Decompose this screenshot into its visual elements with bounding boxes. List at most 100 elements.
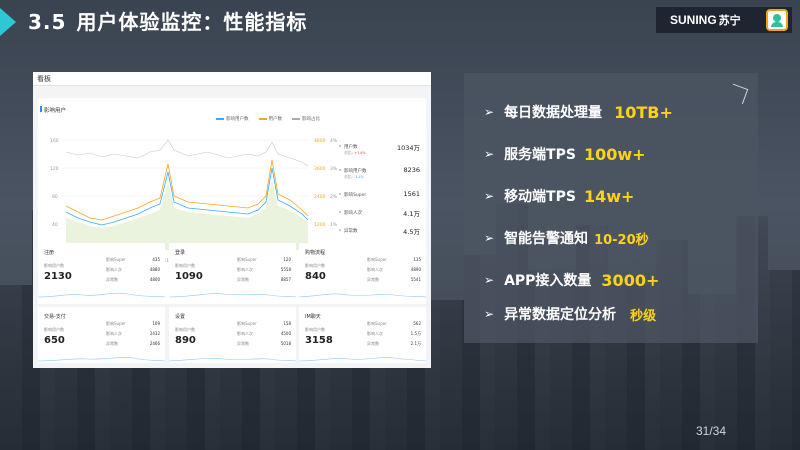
bullet-text: 异常数据定位分析: [504, 307, 617, 323]
stat-label: 影响人次: [339, 211, 362, 216]
stat-compare: 对比: -11%: [344, 174, 364, 180]
kv-key: 异常数: [237, 341, 249, 346]
card-title: 登录: [175, 250, 186, 256]
metrics-panel: [464, 73, 758, 343]
card-title: IM聊天: [305, 314, 321, 320]
card-big-label: 影响用户数: [44, 263, 64, 268]
y-tick-mid: 1200: [314, 222, 326, 228]
main-chart-stats: 用户数 1034万 对比: +14% 影响用户数 8236 对比: -11% 影…: [338, 142, 422, 244]
metric-bullet: ➢ 移动端TPS 14w+: [484, 184, 634, 208]
metric-card: IM聊天 影响用户数 3158 影响Super 562 影响人次 1.5万 异常数 2…: [299, 307, 426, 363]
brand-name-cn: 苏宁: [718, 15, 741, 27]
y-tick-left: 120: [50, 166, 59, 172]
card-title: 设置: [175, 314, 186, 320]
card-kv: 影响Super 158: [237, 321, 291, 327]
card-big-label: 影响用户数: [44, 327, 64, 332]
card-kv: 影响人次 1.5万: [367, 331, 421, 337]
bullet-text: 服务端TPS: [504, 147, 576, 163]
stat-value: 8236: [403, 166, 420, 174]
stat-row: 影响人次 4.1万: [338, 208, 422, 226]
y-tick-right: 3%: [330, 166, 338, 172]
kv-key: 影响人次: [367, 267, 383, 272]
kv-value: 135: [413, 257, 421, 262]
bullet-text: 智能告警通知: [504, 231, 589, 247]
y-tick-right: 1%: [330, 222, 338, 228]
y-tick-mid: 2400: [314, 194, 326, 200]
metric-card: 设置 影响用户数 890 影响Super 158 影响人次 4500 异常数 5018: [169, 307, 296, 363]
metric-bullet: ➢ 智能告警通知 10-20秒: [484, 226, 649, 250]
dashboard-screenshot: 看板 影响用户 影响用户数 用户数 影响占比 160 120 80 40 0 4…: [33, 72, 431, 368]
series-line-affected: [65, 167, 309, 226]
stat-label: 影响用户数: [339, 169, 367, 174]
kv-value: 4890: [410, 267, 421, 272]
legend-item: 影响占比: [292, 116, 320, 122]
kv-key: 影响Super: [106, 257, 126, 262]
card-title: 交易-支付: [44, 314, 66, 320]
page-number: 31/34: [696, 424, 727, 438]
stat-label: 异常数: [339, 229, 358, 234]
card-kv: 影响Super 109: [106, 321, 160, 327]
chart-legend: 影响用户数 用户数 影响占比: [216, 116, 320, 122]
stat-value: 1034万: [396, 144, 420, 152]
card-kv: 异常数 5541: [367, 277, 421, 283]
legend-item: 用户数: [259, 116, 283, 122]
card-big-label: 影响用户数: [305, 327, 325, 332]
kv-value: 158: [283, 321, 291, 326]
metric-bullet: ➢ 服务端TPS 100w+: [484, 142, 646, 166]
page-title: 3.5 用户体验监控：性能指标: [28, 8, 307, 36]
bullet-text: APP接入数量: [504, 273, 592, 289]
brand-badge: SUNING 苏宁: [656, 7, 792, 33]
kv-key: 影响Super: [237, 321, 257, 326]
card-kv: 影响Super 120: [237, 257, 291, 263]
kv-value: 4880: [149, 267, 160, 272]
header-triangle-icon: [0, 8, 16, 36]
stat-value: 4.5万: [403, 228, 420, 236]
bullet-highlight: 14w+: [583, 186, 635, 206]
kv-key: 异常数: [237, 277, 249, 282]
card-title: 购物流程: [305, 250, 326, 256]
kv-key: 影响Super: [367, 257, 387, 262]
y-tick-left: 160: [50, 138, 59, 144]
compare-label: 对比:: [344, 150, 353, 155]
series-line-ratio: [65, 139, 309, 167]
card-kv: 异常数 2.1万: [367, 341, 421, 347]
card-kv: 异常数 5018: [237, 341, 291, 347]
card-big-value: 840: [305, 271, 326, 282]
legend-item: 影响用户数: [216, 116, 249, 122]
card-kv: 影响Super 435: [106, 257, 160, 263]
title-text: 用户体验监控：性能指标: [76, 10, 308, 34]
compare-value: -11%: [354, 174, 364, 179]
y-tick-right: 2%: [330, 194, 338, 200]
card-big-value: 1090: [175, 271, 203, 282]
section-number: 3.5: [28, 10, 67, 34]
kv-key: 异常数: [367, 341, 379, 346]
kv-value: 4500: [280, 331, 291, 336]
bullet-highlight: 10TB+: [614, 102, 673, 122]
card-sparkline: [169, 293, 296, 298]
card-sparkline: [38, 292, 165, 298]
kv-key: 影响Super: [106, 321, 126, 326]
metric-card: 交易-支付 影响用户数 650 影响Super 109 影响人次 2432 异常数 2…: [38, 307, 165, 363]
kv-value: 5541: [410, 277, 421, 282]
bullet-highlight: 3000+: [601, 270, 660, 290]
card-big-value: 3158: [305, 335, 333, 346]
kv-value: 435: [152, 257, 160, 262]
card-kv: 异常数 8857: [237, 277, 291, 283]
y-tick-right: 4%: [330, 138, 338, 144]
metric-card: 登录 影响用户数 1090 影响Super 120 影响人次 5558 异常数 885…: [169, 243, 296, 299]
kv-value: 109: [152, 321, 160, 326]
brand-name-en: SUNING: [670, 13, 717, 27]
bullet-highlight: 100w+: [583, 144, 646, 164]
card-kv: 影响Super 135: [367, 257, 421, 263]
card-big-value: 890: [175, 335, 196, 346]
metric-bullet: ➢ 每日数据处理量 10TB+: [484, 100, 673, 124]
kv-key: 影响Super: [237, 257, 257, 262]
bullet-highlight: 10-20秒: [594, 232, 649, 248]
kv-value: 2.1万: [410, 341, 421, 346]
kv-key: 异常数: [106, 341, 118, 346]
y-tick-left: 40: [52, 222, 58, 228]
stat-value: 4.1万: [403, 210, 420, 218]
kv-key: 异常数: [106, 277, 118, 282]
arrow-bullet-icon: ➢: [484, 105, 495, 119]
kv-key: 影响人次: [106, 331, 122, 336]
